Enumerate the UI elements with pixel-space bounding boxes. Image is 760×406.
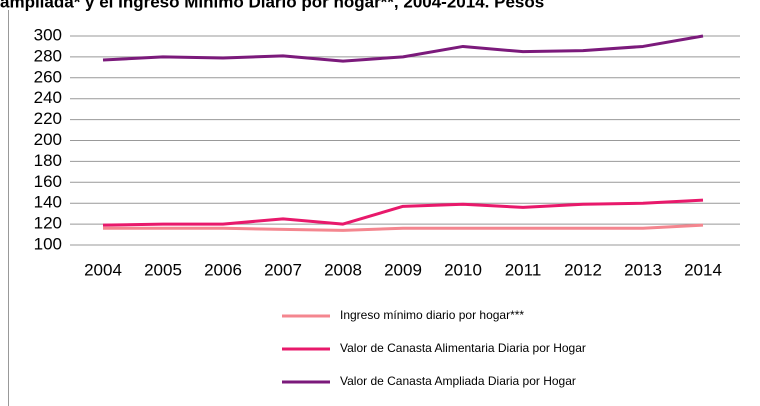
- y-tick-label: 100: [34, 234, 62, 253]
- y-tick-label: 160: [34, 172, 62, 191]
- x-tick-label: 2014: [684, 260, 722, 279]
- series-line: [102, 198, 704, 227]
- legend-label: Valor de Canasta Alimentaria Diaria por …: [340, 341, 586, 355]
- series-line: [102, 34, 704, 63]
- y-tick-label: 180: [34, 151, 62, 170]
- x-tick-label: 2006: [204, 260, 242, 279]
- x-tick-label: 2013: [624, 260, 662, 279]
- x-tick-label: 2005: [144, 260, 182, 279]
- y-tick-label: 120: [34, 214, 62, 233]
- series-line: [103, 223, 704, 232]
- legend-label: Ingreso mínimo diario por hogar***: [340, 308, 524, 322]
- y-tick-label: 260: [34, 67, 62, 86]
- x-tick-label: 2004: [84, 260, 122, 279]
- x-tick-label: 2011: [505, 260, 542, 279]
- y-tick-label: 240: [34, 88, 62, 107]
- y-tick-label: 200: [34, 130, 62, 149]
- y-tick-label: 220: [34, 109, 62, 128]
- x-tick-label: 2012: [564, 260, 602, 279]
- y-tick-label: 280: [34, 46, 62, 65]
- chart-title: ampliada* y el Ingreso Mínimo Diario por…: [0, 0, 544, 11]
- x-tick-label: 2007: [264, 260, 302, 279]
- x-tick-label: 2009: [384, 260, 422, 279]
- y-tick-label: 300: [34, 25, 62, 44]
- x-tick-label: 2010: [444, 260, 482, 279]
- x-tick-label: 2008: [324, 260, 362, 279]
- y-tick-label: 140: [34, 193, 62, 212]
- legend-label: Valor de Canasta Ampliada Diaria por Hog…: [340, 374, 576, 388]
